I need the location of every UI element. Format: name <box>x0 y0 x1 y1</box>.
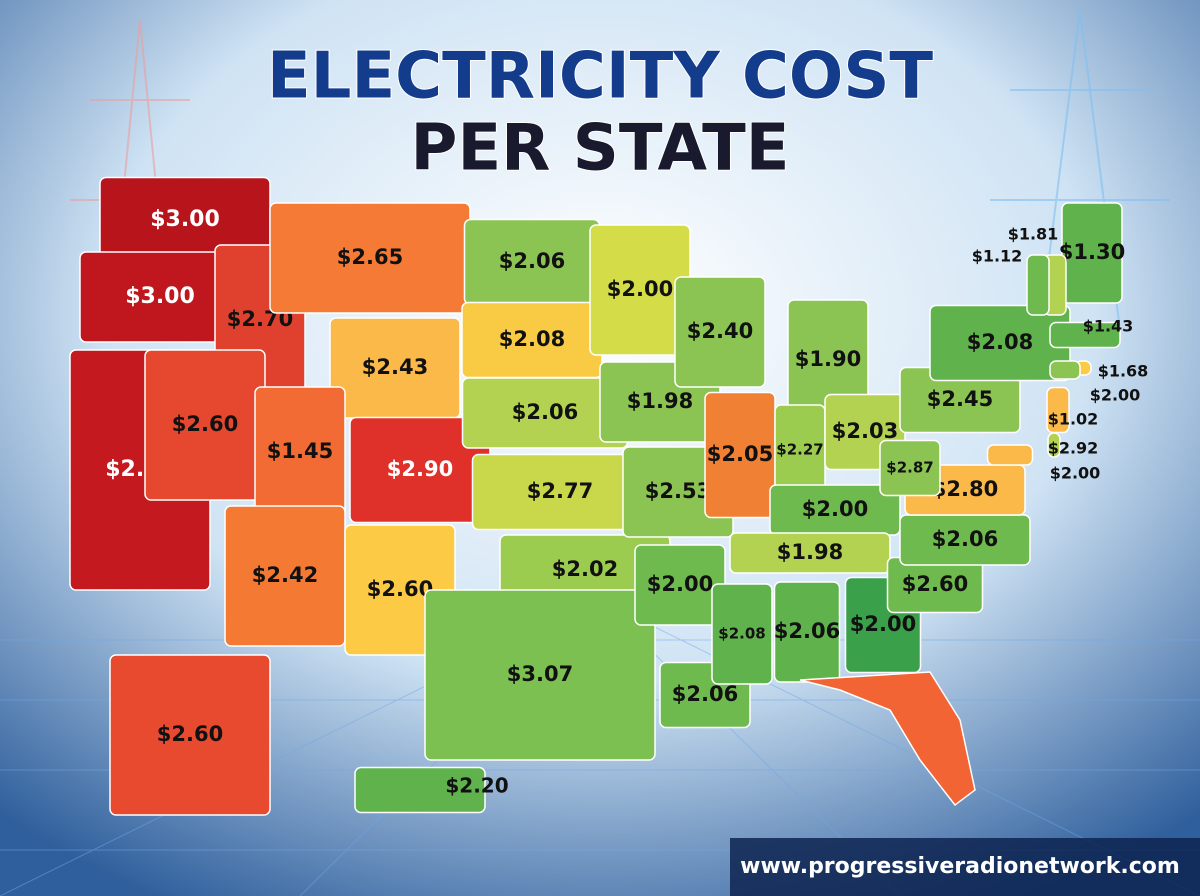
title-line: PER STATE <box>411 112 790 186</box>
state-shape <box>986 444 1034 466</box>
state-shape <box>1026 254 1050 316</box>
state-shape <box>1049 321 1121 349</box>
state-price-label: $2.77 <box>527 479 593 503</box>
state-shape <box>1047 432 1061 458</box>
state-shape <box>1046 386 1070 434</box>
state-shape <box>109 654 271 816</box>
state-shape <box>674 276 766 388</box>
state-price-label: $2.06 <box>512 400 578 424</box>
state-price-label: $2.00 <box>802 497 868 521</box>
state-florida <box>799 671 976 807</box>
state-price-label: $3.00 <box>150 207 220 232</box>
state-price-label: $1.98 <box>627 389 693 413</box>
state-shape <box>1049 360 1081 380</box>
state-shape <box>879 439 941 497</box>
state-price-label: $2.87 <box>886 459 933 477</box>
state-price-label: $2.20 <box>445 774 508 798</box>
state-price-label: $1.68 <box>1098 362 1149 381</box>
state-price-label: $2.02 <box>552 557 618 581</box>
state-price-label: $2.60 <box>172 412 238 436</box>
state-price-label: $1.90 <box>795 347 861 371</box>
state-price-label: $2.06 <box>499 249 565 273</box>
state-price-label: $2.60 <box>367 577 433 601</box>
state-price-label: $1.45 <box>267 439 333 463</box>
state-price-label: $2.00 <box>1090 386 1141 405</box>
state-price-label: $2.53 <box>645 479 711 503</box>
state-shape <box>729 532 891 574</box>
state-shape <box>1061 202 1123 304</box>
state-price-label: $2.60 <box>902 572 968 596</box>
state-price-label: $2.65 <box>337 245 403 269</box>
state-price-label: $2.45 <box>927 387 993 411</box>
state-price-label: $3.07 <box>507 662 573 686</box>
state-price-label: $2.90 <box>387 457 453 481</box>
state-price-label: $2.06 <box>932 527 998 551</box>
state-price-label: $2.08 <box>967 330 1033 354</box>
state-price-label: $2.08 <box>718 625 765 643</box>
state-price-label: $2.00 <box>647 572 713 596</box>
state-price-label: $1.98 <box>777 540 843 564</box>
state-price-label: $2.40 <box>687 319 753 343</box>
state-price-label: $2.08 <box>499 327 565 351</box>
state-price-label: $1.12 <box>972 247 1023 266</box>
state-price-label: $2.00 <box>1050 464 1101 483</box>
footer-bar <box>730 838 1200 896</box>
state-price-label: $2.05 <box>707 442 773 466</box>
state-price-label: $1.43 <box>1083 317 1134 336</box>
state-price-label: $3.00 <box>125 284 195 309</box>
state-price-label: $1.81 <box>1008 225 1059 244</box>
state-price-label: $2.00 <box>607 277 673 301</box>
state-shape <box>711 583 773 685</box>
state-price-label: $2.43 <box>362 355 428 379</box>
state-shape <box>424 589 656 761</box>
state-price-label: $1.30 <box>1059 240 1125 264</box>
title-line: ELECTRICITY COST <box>267 40 933 114</box>
state-price-label: $2.00 <box>850 612 916 636</box>
state-price-label: $2.60 <box>157 722 223 746</box>
state-price-label: $1.02 <box>1048 410 1099 429</box>
state-price-label: $2.92 <box>1048 439 1099 458</box>
footer-url: www.progressiveradionetwork.com <box>740 854 1180 879</box>
state-shape <box>354 766 486 814</box>
states: $3.00$3.00$2.09$2.70$2.60$2.65$2.43$1.45… <box>69 176 1149 816</box>
state-price-label: $2.27 <box>776 441 823 459</box>
state-price-label: $2.03 <box>832 419 898 443</box>
state-price-label: $2.06 <box>672 682 738 706</box>
state-price-label: $2.80 <box>932 477 998 501</box>
state-price-label: $2.42 <box>252 563 318 587</box>
state-price-label: $2.06 <box>774 619 840 643</box>
